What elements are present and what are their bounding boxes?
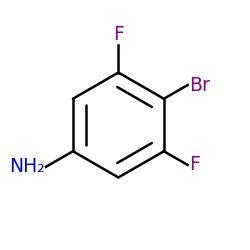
Text: F: F [189, 156, 200, 174]
Text: F: F [113, 25, 124, 44]
Text: Br: Br [189, 76, 210, 94]
Text: NH₂: NH₂ [9, 157, 45, 176]
